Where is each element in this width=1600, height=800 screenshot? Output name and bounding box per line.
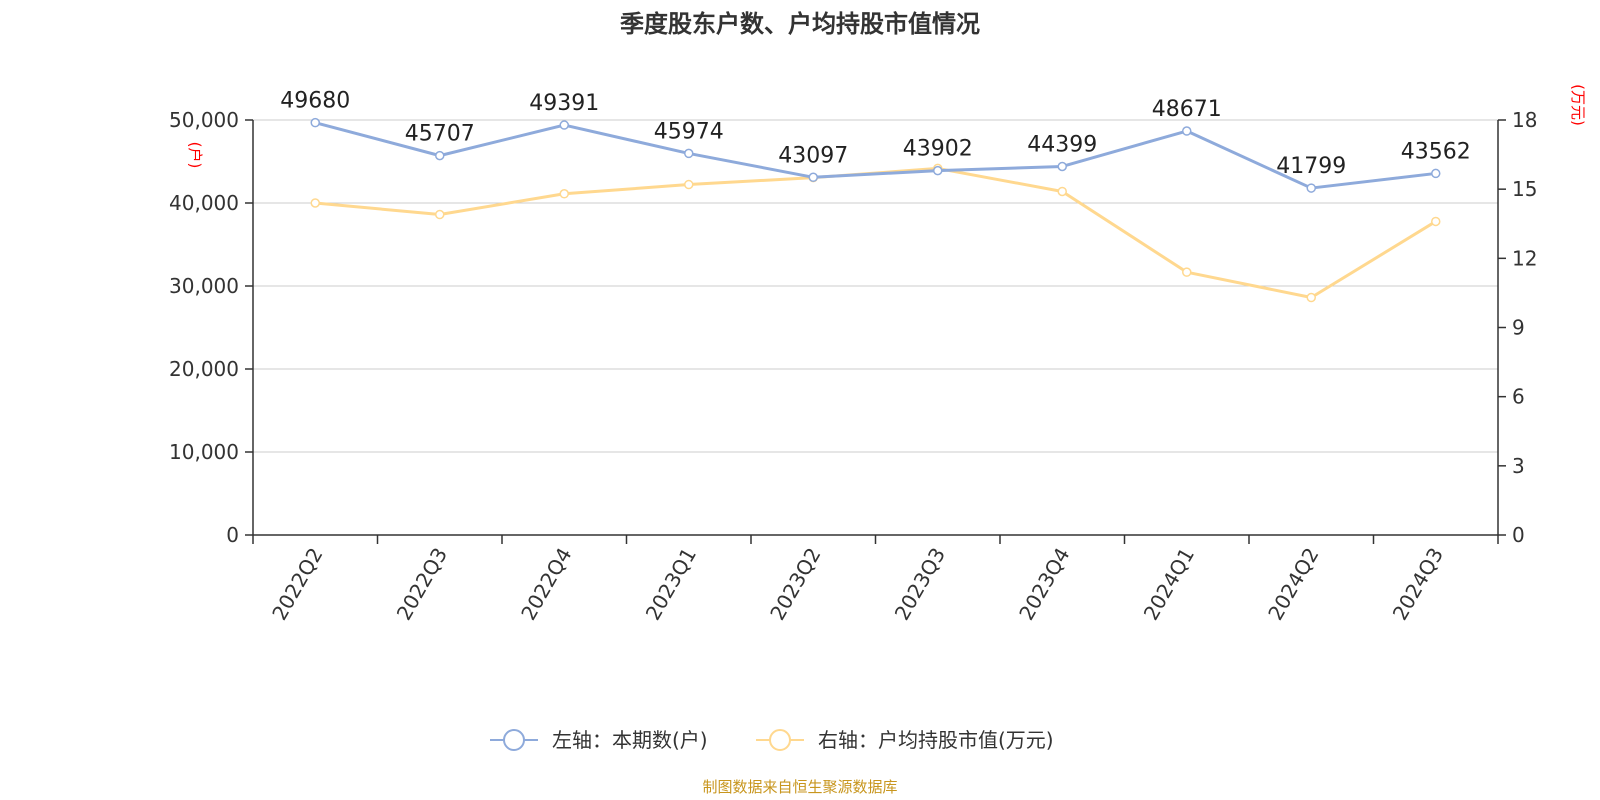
legend-label-left-series: 左轴：本期数(户) [552,728,708,752]
data-label: 49680 [280,89,350,114]
x-tick-label: 2024Q2 [1263,544,1323,625]
axes [252,120,1499,536]
right-series-point[interactable] [310,198,320,208]
x-tick-label: 2022Q4 [516,544,576,625]
right-series-point[interactable] [1431,216,1441,227]
right-axis-ticks: 0 3 6 9 12 15 18 [1498,108,1537,547]
right-tick-label: 3 [1512,454,1525,478]
data-label: 44399 [1027,132,1097,157]
x-tick-label: 2023Q3 [890,544,950,625]
data-label: 43902 [903,137,973,162]
right-tick-label: 18 [1512,108,1537,132]
x-tick-label: 2023Q1 [641,544,701,625]
left-tick-label: 30,000 [169,274,239,298]
left-series-point[interactable] [1431,168,1441,179]
left-series-point[interactable] [933,165,943,176]
legend[interactable]: 左轴：本期数(户) 右轴：户均持股市值(万元) [490,728,1054,752]
data-label: 43097 [778,143,848,168]
right-axis-unit: (万元) [1569,84,1587,126]
left-tick-label: 10,000 [169,440,239,464]
left-tick-label: 50,000 [169,108,239,132]
data-label: 43562 [1401,139,1471,164]
left-tick-label: 0 [226,523,239,547]
left-axis-unit: (户) [186,142,204,169]
left-series-point[interactable] [1306,183,1316,193]
x-tick-label: 2024Q3 [1388,544,1448,625]
data-labels: 49680 45707 49391 45974 43097 43902 44399 48671… [280,89,1471,179]
legend-circle-icon [769,729,791,751]
right-tick-label: 6 [1512,385,1525,409]
data-label: 48671 [1152,97,1222,122]
x-tick-label: 2022Q2 [267,544,327,625]
data-label: 41799 [1276,154,1346,179]
x-tick-label: 2022Q3 [392,544,452,625]
data-source-note: 制图数据来自恒生聚源数据库 [702,778,897,796]
data-label: 49391 [529,91,599,116]
data-label: 45974 [654,119,724,144]
right-tick-label: 15 [1512,177,1537,201]
right-tick-label: 9 [1512,316,1525,340]
data-label: 45707 [405,122,475,147]
left-series-point[interactable] [684,148,694,159]
left-series-line [314,121,1436,190]
x-tick-label: 2023Q2 [765,544,825,625]
right-tick-label: 0 [1512,523,1525,547]
right-series-point[interactable] [1306,292,1316,303]
right-series-point[interactable] [559,189,569,199]
x-tick-label: 2023Q4 [1014,544,1074,625]
left-series-point[interactable] [435,150,445,161]
right-series-point[interactable] [435,209,445,220]
left-series-point[interactable] [1057,161,1067,172]
legend-circle-icon [503,729,525,751]
left-tick-label: 20,000 [169,357,239,381]
left-series-point[interactable] [808,172,818,183]
x-axis-ticks: 2022Q2 2022Q3 2022Q4 2023Q1 2023Q2 2023Q3 2023… [252,535,1499,625]
chart-title: 季度股东户数、户均持股市值情况 [620,10,980,38]
x-tick-label: 2024Q1 [1139,544,1199,625]
right-series-point[interactable] [1182,267,1192,277]
left-series-point[interactable] [559,120,569,130]
left-tick-label: 40,000 [169,191,239,215]
left-series-point[interactable] [1182,126,1192,136]
left-series-point[interactable] [310,117,320,128]
series-layer [310,117,1441,303]
right-tick-label: 12 [1512,246,1537,270]
right-series-point[interactable] [684,179,694,190]
right-series-point[interactable] [1057,186,1067,197]
grid-lines [253,119,1498,453]
legend-label-right-series: 右轴：户均持股市值(万元) [818,728,1054,752]
left-axis-ticks: 0 10,000 20,000 30,000 40,000 50,000 [169,108,253,547]
right-series-line [315,166,1437,300]
legend-item-right-series[interactable]: 右轴：户均持股市值(万元) [756,728,1054,752]
legend-item-left-series[interactable]: 左轴：本期数(户) [490,728,708,752]
